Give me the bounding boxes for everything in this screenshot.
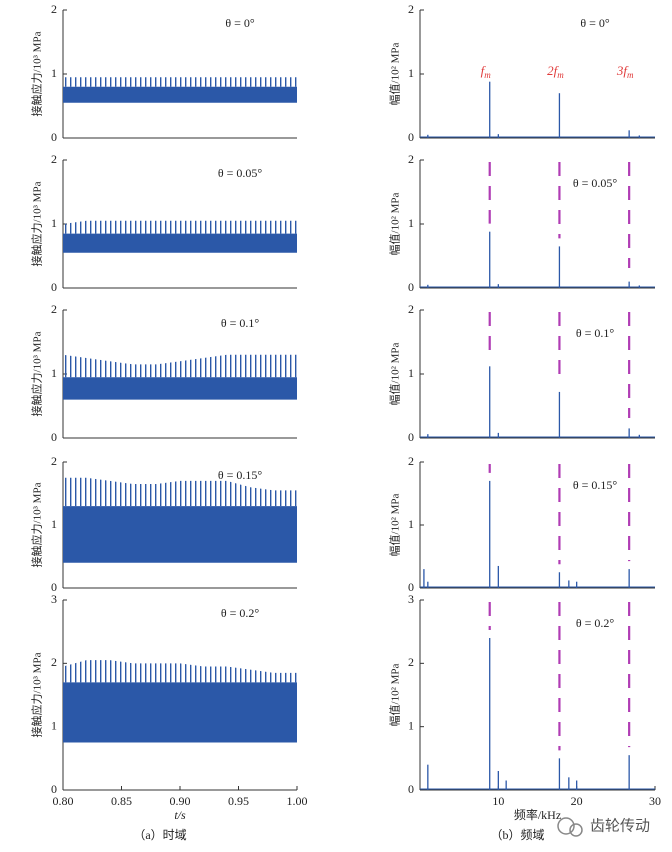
spike-area [63, 660, 297, 683]
panel-title: θ = 0.15° [218, 468, 263, 482]
x-tick-label: 0.95 [228, 794, 249, 808]
y-tick-label: 1 [408, 718, 414, 732]
spike-area [63, 477, 297, 507]
y-axis-label: 接触应力/10³ MPa [30, 652, 44, 737]
watermark-icon [557, 817, 583, 837]
x-tick-label: 10 [492, 794, 504, 808]
y-tick-label: 1 [51, 366, 57, 380]
y-tick-label: 0 [51, 130, 57, 144]
y-axis-label: 接触应力/10³ MPa [30, 482, 44, 567]
y-tick-label: 2 [51, 152, 57, 166]
y-tick-label: 0 [51, 580, 57, 594]
y-tick-label: 0 [408, 280, 414, 294]
y-tick-label: 2 [51, 655, 57, 669]
y-tick-label: 1 [51, 66, 57, 80]
signal-band [63, 377, 297, 400]
y-tick-label: 2 [408, 302, 414, 316]
y-tick-label: 2 [408, 2, 414, 16]
y-tick-label: 0 [51, 280, 57, 294]
harmonic-label: 2fm [547, 63, 564, 80]
panel-title: θ = 0.2° [576, 616, 615, 630]
y-axis-label: 幅值/10² MPa [389, 42, 402, 105]
x-axis-label: t/s [174, 808, 186, 822]
y-axis-label: 接触应力/10³ MPa [30, 31, 44, 116]
y-axis-label: 幅值/10² MPa [389, 663, 402, 726]
x-tick-label: 0.85 [111, 794, 132, 808]
y-tick-label: 1 [408, 366, 414, 380]
panel-title: θ = 0.1° [221, 316, 260, 330]
y-tick-label: 2 [408, 152, 414, 166]
harmonic-label: 3fm [616, 63, 634, 80]
signal-band [63, 86, 297, 103]
y-tick-label: 1 [51, 718, 57, 732]
y-tick-label: 0 [408, 130, 414, 144]
y-tick-label: 1 [408, 66, 414, 80]
panel-title: θ = 0.05° [218, 166, 263, 180]
y-tick-label: 0 [51, 782, 57, 796]
panel-title: θ = 0° [225, 16, 255, 30]
y-tick-label: 3 [51, 592, 57, 606]
x-axis-label: 频率/kHz [514, 807, 561, 822]
y-axis-label: 幅值/10² MPa [389, 342, 402, 405]
x-tick-label: 1.00 [287, 794, 308, 808]
y-tick-label: 0 [51, 430, 57, 444]
y-tick-label: 1 [51, 517, 57, 531]
y-tick-label: 2 [408, 454, 414, 468]
y-tick-label: 0 [408, 430, 414, 444]
panel-title: θ = 0.2° [221, 606, 260, 620]
spike-area [63, 220, 297, 234]
x-tick-label: 20 [571, 794, 583, 808]
harmonic-label-text: 3f [616, 63, 630, 78]
panel-title: θ = 0.1° [576, 326, 615, 340]
caption: （b）频域 [490, 828, 544, 842]
x-tick-label: 30 [649, 794, 661, 808]
harmonic-label-sub: m [627, 70, 634, 80]
y-tick-label: 0 [408, 782, 414, 796]
y-tick-label: 2 [51, 2, 57, 16]
harmonic-label-text: 2f [547, 63, 560, 78]
caption: （a）时域 [133, 828, 186, 842]
spike-area [63, 354, 297, 378]
y-tick-label: 1 [51, 216, 57, 230]
y-axis-label: 接触应力/10³ MPa [30, 331, 44, 416]
y-tick-label: 1 [408, 517, 414, 531]
harmonic-label: fm [481, 63, 492, 80]
signal-band [63, 682, 297, 743]
panel-title: θ = 0.15° [573, 478, 618, 492]
x-tick-label: 0.90 [170, 794, 191, 808]
y-tick-label: 3 [408, 592, 414, 606]
harmonic-label-sub: m [557, 70, 564, 80]
y-tick-label: 2 [51, 302, 57, 316]
panel-title: θ = 0° [580, 16, 610, 30]
y-tick-label: 0 [408, 580, 414, 594]
y-axis-label: 接触应力/10³ MPa [30, 181, 44, 266]
signal-band [63, 506, 297, 563]
y-axis-label: 幅值/10² MPa [389, 192, 402, 255]
signal-band [63, 233, 297, 253]
harmonic-label-sub: m [484, 70, 491, 80]
y-axis-label: 幅值/10² MPa [389, 493, 402, 556]
y-tick-label: 2 [408, 655, 414, 669]
harmonic-label-text: f [481, 63, 487, 78]
panel-title: θ = 0.05° [573, 176, 618, 190]
y-tick-label: 2 [51, 454, 57, 468]
spike-area [63, 77, 297, 87]
watermark: 齿轮传动 [590, 817, 650, 835]
x-tick-label: 0.80 [53, 794, 74, 808]
y-tick-label: 1 [408, 216, 414, 230]
